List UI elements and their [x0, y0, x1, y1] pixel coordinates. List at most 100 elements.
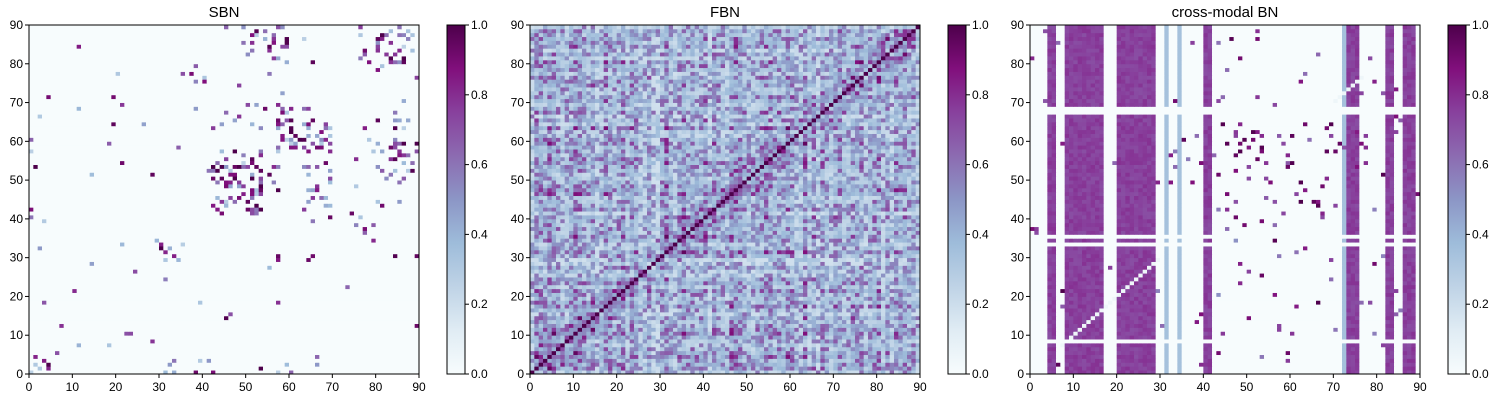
- heatmap-cell: [202, 215, 207, 219]
- heatmap-cell: [59, 223, 64, 227]
- heatmap-cell: [228, 296, 233, 300]
- heatmap-cell: [150, 296, 155, 300]
- heatmap-cell: [129, 184, 134, 188]
- heatmap-cell: [81, 168, 86, 172]
- heatmap-cell: [358, 168, 363, 172]
- heatmap-cell: [250, 285, 255, 289]
- heatmap-cell: [64, 157, 69, 161]
- heatmap-cell: [367, 242, 372, 246]
- heatmap-cell: [137, 296, 142, 300]
- heatmap-cell: [211, 227, 216, 231]
- heatmap-cell: [345, 331, 350, 335]
- heatmap-cell: [155, 203, 160, 207]
- heatmap-cell: [90, 238, 95, 242]
- heatmap-cell: [146, 304, 151, 308]
- heatmap-cell: [324, 219, 329, 223]
- heatmap-cell: [29, 308, 34, 312]
- heatmap-cell: [354, 227, 359, 231]
- heatmap-cell: [51, 157, 56, 161]
- heatmap-cell: [146, 172, 151, 176]
- heatmap-cell: [163, 347, 168, 351]
- heatmap-cell: [293, 254, 298, 258]
- heatmap-cell: [220, 358, 225, 362]
- heatmap-cell: [51, 343, 56, 347]
- heatmap-cell: [185, 335, 190, 339]
- heatmap-cell: [376, 366, 381, 370]
- heatmap-cell: [328, 211, 333, 215]
- heatmap-cell: [367, 331, 372, 335]
- heatmap-cell: [410, 196, 415, 200]
- heatmap-cell: [59, 262, 64, 266]
- heatmap-cell: [354, 277, 359, 281]
- heatmap-cell: [410, 254, 415, 258]
- heatmap-cell: [354, 165, 359, 169]
- heatmap-cell: [198, 242, 203, 246]
- heatmap-cell: [168, 358, 173, 362]
- heatmap-cell: [311, 358, 316, 362]
- heatmap-cell: [68, 184, 73, 188]
- heatmap-cell: [285, 223, 290, 227]
- heatmap-cell: [397, 168, 402, 172]
- heatmap-cell: [384, 196, 389, 200]
- heatmap-cell: [289, 269, 294, 273]
- heatmap-cell: [68, 234, 73, 238]
- heatmap-cell: [306, 188, 311, 192]
- heatmap-cell: [46, 335, 51, 339]
- heatmap-cell: [237, 184, 242, 188]
- heatmap-cell: [389, 273, 394, 277]
- heatmap-cell: [285, 265, 290, 269]
- heatmap-cell: [285, 358, 290, 362]
- heatmap-cell: [159, 366, 164, 370]
- heatmap-cell: [406, 238, 411, 242]
- heatmap-cell: [176, 312, 181, 316]
- heatmap-cell: [111, 262, 116, 266]
- heatmap-cell: [289, 196, 294, 200]
- heatmap-cell: [393, 358, 398, 362]
- heatmap-cell: [211, 312, 216, 316]
- heatmap-cell: [159, 308, 164, 312]
- heatmap-cell: [42, 246, 47, 250]
- heatmap-cell: [224, 231, 229, 235]
- heatmap-cell: [393, 289, 398, 293]
- heatmap-cell: [358, 254, 363, 258]
- heatmap-cell: [233, 246, 238, 250]
- heatmap-cell: [393, 223, 398, 227]
- heatmap-cell: [345, 347, 350, 351]
- heatmap-cell: [172, 355, 177, 359]
- heatmap-cell: [202, 304, 207, 308]
- heatmap-cell: [259, 215, 264, 219]
- heatmap-cell: [306, 343, 311, 347]
- heatmap-cell: [324, 269, 329, 273]
- heatmap-cell: [215, 192, 220, 196]
- heatmap-cell: [345, 176, 350, 180]
- heatmap-cell: [111, 281, 116, 285]
- heatmap-cell: [124, 331, 129, 335]
- heatmap-cell: [64, 273, 69, 277]
- heatmap-cell: [42, 223, 47, 227]
- heatmap-cell: [345, 203, 350, 207]
- heatmap-cell: [354, 184, 359, 188]
- heatmap-cell: [176, 168, 181, 172]
- heatmap-cell: [345, 320, 350, 324]
- heatmap-cell: [298, 269, 303, 273]
- heatmap-cell: [384, 331, 389, 335]
- heatmap-cell: [328, 281, 333, 285]
- heatmap-cell: [202, 269, 207, 273]
- heatmap-cell: [393, 335, 398, 339]
- heatmap-cell: [246, 242, 251, 246]
- heatmap-cell: [315, 161, 320, 165]
- heatmap-cell: [155, 172, 160, 176]
- heatmap-cell: [189, 304, 194, 308]
- heatmap-cell: [116, 273, 121, 277]
- heatmap-cell: [59, 351, 64, 355]
- heatmap-cell: [298, 324, 303, 328]
- heatmap-cell: [185, 192, 190, 196]
- heatmap-cell: [124, 289, 129, 293]
- heatmap-cell: [302, 231, 307, 235]
- heatmap-cell: [345, 308, 350, 312]
- heatmap-cell: [202, 157, 207, 161]
- heatmap-cell: [189, 238, 194, 242]
- heatmap-cell: [33, 262, 38, 266]
- heatmap-cell: [241, 172, 246, 176]
- heatmap-cell: [285, 258, 290, 262]
